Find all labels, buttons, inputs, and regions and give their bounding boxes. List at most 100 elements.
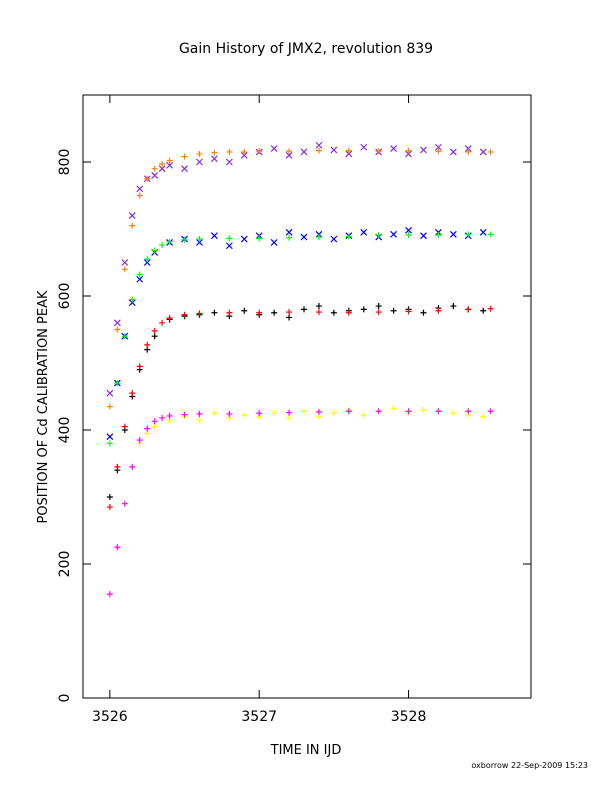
point-5-13 — [286, 309, 293, 316]
point-7-19 — [465, 408, 472, 415]
point-4-22 — [390, 307, 397, 314]
point-0-12 — [225, 158, 233, 166]
point-3-12 — [256, 235, 263, 242]
point-7-14 — [315, 408, 322, 415]
point-3-15 — [345, 233, 352, 240]
point-3-11 — [226, 235, 233, 242]
point-0-17 — [300, 148, 308, 156]
point-0-23 — [390, 145, 398, 153]
axes: 3526 3527 3528 0 200 400 600 800 — [57, 95, 531, 725]
point-7-20 — [487, 408, 494, 415]
point-4-21 — [375, 303, 382, 310]
point-0-11 — [210, 155, 218, 163]
point-5-4 — [136, 363, 143, 370]
point-7-1 — [114, 544, 121, 551]
point-1-22 — [487, 148, 494, 155]
point-5-12 — [256, 309, 263, 316]
point-1-6 — [151, 165, 158, 172]
point-1-10 — [196, 150, 203, 157]
plot-frame — [82, 94, 532, 699]
point-5-9 — [181, 311, 188, 318]
point-1-21 — [465, 148, 472, 155]
series-4 — [106, 303, 487, 500]
point-5-10 — [196, 310, 203, 317]
point-0-10 — [196, 158, 203, 166]
point-5-17 — [405, 308, 412, 315]
series-layer — [106, 141, 494, 598]
point-3-5 — [144, 256, 151, 263]
point-2-15 — [285, 228, 293, 236]
series-6 — [136, 405, 487, 447]
point-3-6 — [151, 247, 158, 254]
point-1-16 — [315, 147, 322, 154]
point-4-26 — [450, 303, 457, 310]
point-5-15 — [345, 309, 352, 316]
point-4-12 — [241, 307, 248, 314]
footer-stamp: oxborrow 22-Sep-2009 15:23 — [471, 761, 588, 770]
point-2-23 — [405, 226, 412, 234]
point-1-12 — [226, 148, 233, 155]
point-0-16 — [285, 151, 293, 159]
point-2-12 — [240, 235, 248, 243]
point-0-3 — [128, 212, 136, 220]
point-0-18 — [315, 141, 323, 149]
y-tick-label-4: 800 — [57, 149, 73, 176]
point-3-17 — [405, 232, 412, 239]
point-5-2 — [121, 423, 128, 430]
point-1-4 — [136, 192, 143, 199]
point-2-24 — [420, 232, 427, 240]
point-6-24 — [480, 413, 487, 420]
point-5-16 — [375, 309, 382, 316]
point-6-20 — [420, 406, 427, 413]
point-6-16 — [360, 412, 367, 419]
point-7-18 — [435, 408, 442, 415]
point-7-8 — [166, 412, 173, 419]
point-1-19 — [405, 147, 412, 154]
point-0-9 — [181, 165, 188, 173]
point-3-20 — [487, 231, 494, 238]
point-6-22 — [450, 410, 457, 417]
point-6-14 — [330, 410, 337, 417]
point-2-10 — [210, 232, 218, 240]
point-5-7 — [159, 319, 166, 326]
point-0-28 — [464, 145, 472, 153]
point-2-20 — [360, 228, 368, 236]
point-0-20 — [345, 150, 353, 158]
point-3-13 — [286, 234, 293, 241]
series-1 — [106, 147, 494, 410]
point-2-0 — [106, 433, 114, 441]
x-tick-label-2: 3528 — [391, 709, 427, 725]
point-6-2 — [151, 423, 158, 430]
point-5-14 — [315, 309, 322, 316]
series-2 — [106, 226, 487, 441]
point-0-13 — [240, 151, 248, 159]
point-1-0 — [106, 403, 113, 410]
point-1-11 — [211, 149, 218, 156]
point-7-3 — [129, 463, 136, 470]
point-0-19 — [330, 146, 338, 154]
point-7-7 — [159, 414, 166, 421]
point-2-18 — [330, 235, 338, 243]
point-6-12 — [301, 408, 308, 415]
point-4-28 — [480, 307, 487, 314]
x-tick-label-1: 3527 — [241, 709, 277, 725]
point-7-2 — [121, 500, 128, 507]
series-0 — [106, 141, 487, 397]
point-3-16 — [375, 232, 382, 239]
y-tick-label-1: 200 — [57, 551, 73, 578]
point-0-25 — [420, 146, 427, 154]
point-6-18 — [390, 405, 397, 412]
point-1-3 — [129, 222, 136, 229]
point-3-1 — [114, 380, 121, 387]
point-4-6 — [151, 333, 158, 340]
point-5-6 — [151, 327, 158, 334]
point-5-0 — [106, 504, 113, 511]
point-1-13 — [241, 148, 248, 155]
point-1-2 — [121, 266, 128, 273]
point-2-3 — [128, 299, 136, 307]
x-axis-label: TIME IN IJD — [270, 743, 342, 758]
point-3-14 — [315, 234, 322, 241]
point-0-29 — [479, 148, 487, 156]
point-4-16 — [301, 306, 308, 313]
point-1-5 — [144, 175, 151, 182]
